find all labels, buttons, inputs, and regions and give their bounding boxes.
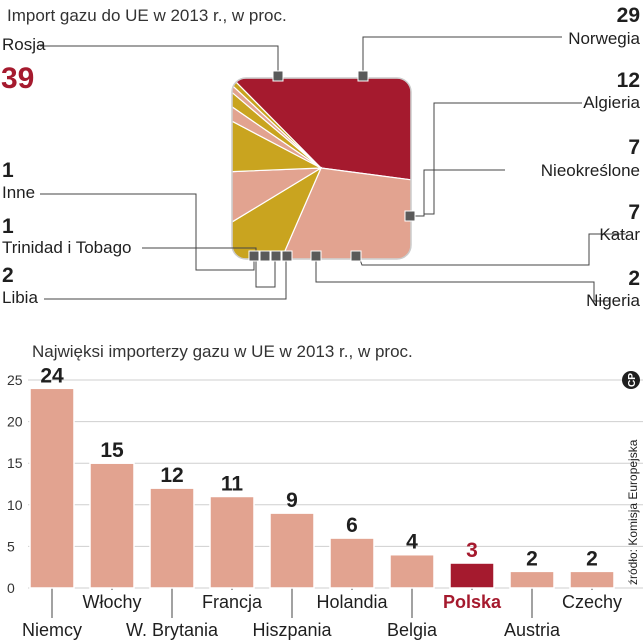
pie-label-nieokreslone: Nieokreślone <box>541 161 640 180</box>
pie-value-katar: 7 <box>628 201 640 224</box>
bar-w-brytania <box>149 487 195 589</box>
category-label-hiszpania: Hiszpania <box>252 620 332 640</box>
pie-value-nieokreslone: 7 <box>628 136 640 159</box>
pie-value-inne: 1 <box>2 159 14 182</box>
category-label-czechy: Czechy <box>562 592 622 612</box>
y-tick-label: 25 <box>7 372 23 388</box>
bar-title: Najwięksi importerzy gazu w UE w 2013 r.… <box>32 342 413 361</box>
bar-wlochy <box>89 462 135 589</box>
bar-value-wlochy: 15 <box>100 439 124 462</box>
pie-value-algieria: 12 <box>617 69 640 92</box>
svg-text:CP: CP <box>627 373 638 387</box>
leader-libia <box>44 257 287 300</box>
bar-holandia <box>329 537 375 589</box>
leader-inne <box>40 193 255 271</box>
bar-belgia <box>389 553 435 589</box>
bar-value-polska: 3 <box>466 539 478 562</box>
y-tick-label: 20 <box>7 414 23 430</box>
pie-label-algieria: Algieria <box>583 93 640 112</box>
bar-value-hiszpania: 9 <box>286 489 298 512</box>
category-label-austria: Austria <box>504 620 561 640</box>
pie-value-trinidad: 1 <box>2 215 14 238</box>
leader-trinidad <box>142 247 276 288</box>
bar-category-leaders <box>51 588 593 618</box>
pie-label-nigeria: Nigeria <box>586 291 640 310</box>
y-tick-label: 5 <box>7 538 15 554</box>
pie-marker <box>272 70 284 82</box>
leader-norwegia <box>362 36 562 76</box>
pie-chart <box>231 77 412 260</box>
pie-label-inne: Inne <box>2 183 35 202</box>
category-label-belgia: Belgia <box>387 620 438 640</box>
pie-marker <box>259 250 271 262</box>
pie-label-katar: Katar <box>599 225 640 244</box>
bar-value-czechy: 2 <box>586 547 598 570</box>
pie-marker <box>310 250 322 262</box>
bar-niemcy <box>29 387 75 589</box>
pie-label-rosja: Rosja <box>2 35 46 54</box>
leader-nigeria <box>315 257 610 302</box>
pie-title: Import gazu do UE w 2013 r., w proc. <box>7 6 287 25</box>
bar-value-austria: 2 <box>526 547 538 570</box>
pie-slice-inne <box>232 78 322 169</box>
bar-value-w-brytania: 12 <box>160 464 183 487</box>
leader-rosja <box>40 45 279 76</box>
pie-label-trinidad: Trinidad i Tobago <box>2 238 131 257</box>
bar-y-ticks: 0 5 10 15 20 25 <box>7 372 23 596</box>
pie-label-libia: Libia <box>2 288 38 307</box>
pie-value-rosja: 39 <box>1 62 34 95</box>
y-tick-label: 15 <box>7 455 23 471</box>
category-label-holandia: Holandia <box>316 592 388 612</box>
leader-algieria <box>424 102 582 215</box>
bar-czechy <box>569 570 615 589</box>
bar-austria <box>509 570 555 589</box>
bar-francja <box>209 495 255 589</box>
bar-value-belgia: 4 <box>406 531 418 554</box>
bar-value-niemcy: 24 <box>40 364 64 387</box>
pie-marker <box>248 250 260 262</box>
category-label-w-brytania: W. Brytania <box>126 620 219 640</box>
bar-value-francja: 11 <box>221 472 244 495</box>
source-note: źródło: Komisja Europejska <box>626 439 640 585</box>
pie-label-norwegia: Norwegia <box>568 29 640 48</box>
publisher-logo: CP <box>622 371 640 389</box>
pie-value-norwegia: 29 <box>617 4 640 27</box>
bar-value-labels: 24 15 12 11 9 6 4 3 2 2 <box>40 364 598 570</box>
pie-marker <box>270 250 282 262</box>
category-label-niemcy: Niemcy <box>22 620 82 640</box>
bar-polska <box>449 562 495 589</box>
pie-value-libia: 2 <box>2 264 14 287</box>
pie-marker <box>281 250 293 262</box>
pie-marker <box>350 250 362 262</box>
bar-hiszpania <box>269 512 315 589</box>
bar-value-holandia: 6 <box>346 514 358 537</box>
pie-labels: Rosja 39 29 Norwegia 12 Algieria 7 Nieok… <box>1 4 641 310</box>
leader-nieokreslone <box>410 169 505 217</box>
y-tick-label: 10 <box>7 497 23 513</box>
category-label-francja: Francja <box>202 592 263 612</box>
category-label-polska: Polska <box>443 592 502 612</box>
bar-marks <box>29 387 615 589</box>
pie-leader-lines <box>40 36 626 302</box>
leader-katar <box>358 233 626 266</box>
y-tick-label: 0 <box>7 580 15 596</box>
pie-marker <box>357 70 369 82</box>
pie-marker <box>404 210 416 222</box>
category-label-wlochy: Włochy <box>82 592 141 612</box>
pie-value-nigeria: 2 <box>628 267 640 290</box>
